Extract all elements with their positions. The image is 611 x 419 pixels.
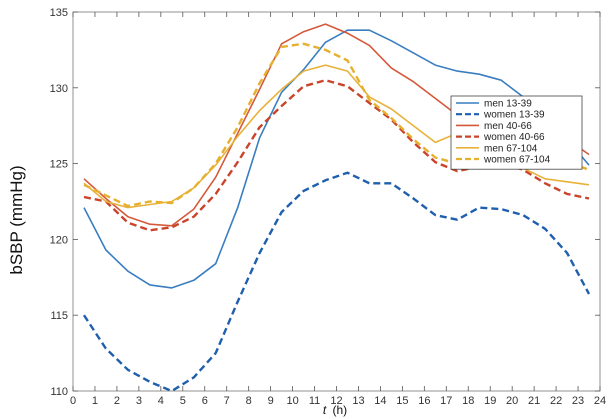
y-tick-label: 120 [50,234,68,246]
x-axis-unit: (h) [333,403,348,417]
x-tick-label: 2 [114,395,120,407]
x-tick-label: 7 [224,395,230,407]
x-tick-label: 11 [309,395,320,407]
legend-box [450,95,583,170]
x-tick-label: 19 [484,395,496,407]
x-tick-label: 6 [202,395,208,407]
y-tick-label: 110 [50,386,68,398]
y-tick-label: 125 [50,159,68,171]
x-tick-label: 4 [158,395,164,407]
series-line-men-13-39 [83,29,590,289]
y-tick-label: 130 [50,83,68,95]
x-tick-label: 15 [396,395,408,407]
x-tick-label: 12 [330,395,342,407]
x-tick-label: 17 [440,395,452,407]
legend-label: women 67-104 [483,155,551,166]
x-tick-label: 24 [594,395,606,407]
x-tick-label: 14 [374,395,386,407]
legend-label: men 67-104 [484,143,538,154]
series-line-women-13-39 [82,171,591,393]
legend-label: women 40-66 [483,132,545,143]
legend-label: women 13-39 [483,110,545,121]
x-tick-label: 18 [462,395,474,407]
x-axis-title: t (h) [323,403,347,417]
x-tick-label: 3 [136,395,142,407]
x-tick-label: 22 [550,395,562,407]
x-axis-ticks: 0 1 2 3 4 5 6 7 8 9 10 11 12 13 14 15 16 17 18 19 20 21 22 23 24 [70,12,606,407]
x-tick-label: 8 [246,395,252,407]
legend-label: men 13-39 [484,99,532,110]
y-tick-label: 115 [50,310,68,322]
x-tick-label: 5 [180,395,186,407]
x-tick-label: 16 [418,395,430,407]
x-tick-label: 23 [572,395,584,407]
x-axis-variable: t [323,403,327,417]
legend-label: men 40-66 [484,121,532,132]
y-tick-label: 135 [50,7,68,19]
x-tick-label: 20 [506,395,518,407]
x-tick-label: 0 [70,395,76,407]
x-tick-label: 1 [92,395,98,407]
x-tick-label: 13 [352,395,364,407]
x-tick-label: 21 [528,395,540,407]
y-axis-ticks: 110 115 120 125 130 135 [50,7,600,398]
y-axis-title: bSBP (mmHg) [7,165,26,274]
x-tick-label: 9 [268,395,274,407]
x-tick-label: 10 [286,395,298,407]
